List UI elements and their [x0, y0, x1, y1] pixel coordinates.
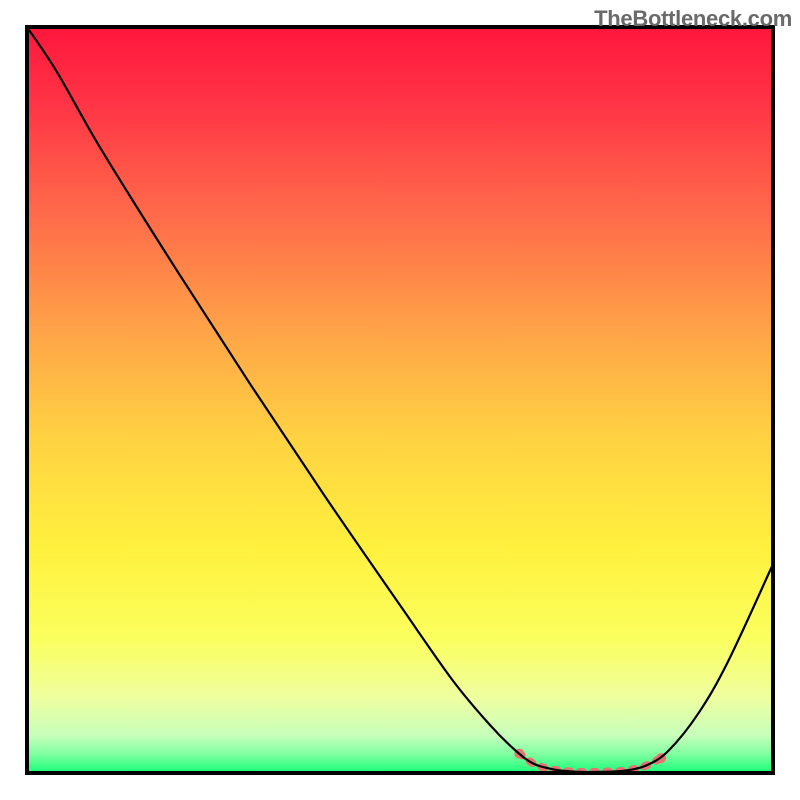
watermark-text: TheBottleneck.com [594, 6, 792, 32]
chart-svg [0, 0, 800, 800]
plot-background [27, 27, 773, 773]
chart-container: TheBottleneck.com [0, 0, 800, 800]
